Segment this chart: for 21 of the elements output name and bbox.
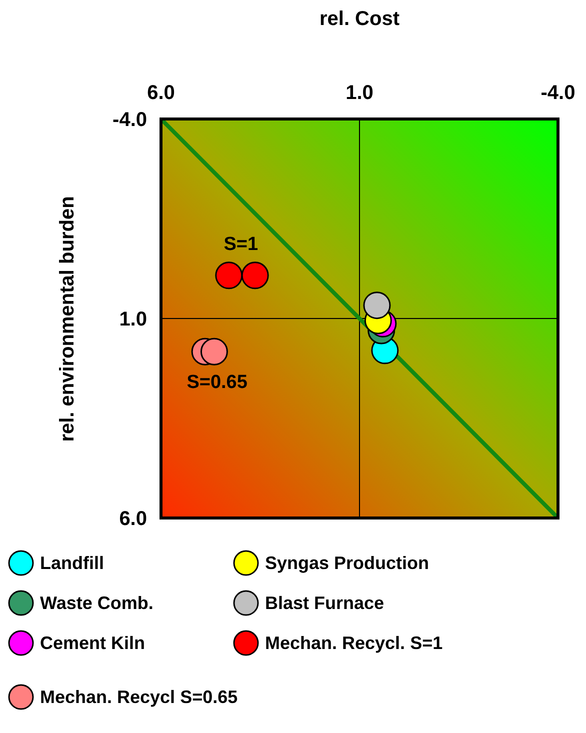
legend-label: Landfill [40, 552, 104, 574]
annotation: S=1 [224, 234, 258, 255]
legend-label: Waste Comb. [40, 592, 154, 614]
point [215, 262, 243, 290]
legend-label: Mechan. Recycl. S=1 [265, 632, 443, 654]
y-axis-title: rel. environmental burden [56, 196, 80, 442]
legend-label: Cement Kiln [40, 632, 146, 654]
x-axis-title: rel. Cost [318, 8, 401, 31]
y-tick-label: -4.0 [112, 109, 147, 132]
y-tick-label: 1.0 [119, 308, 147, 331]
point [363, 292, 391, 320]
y-tick-label: 6.0 [119, 508, 147, 530]
point [200, 338, 228, 366]
point [241, 262, 269, 290]
legend-label: Mechan. Recycl S=0.65 [40, 686, 238, 708]
legend-label: Syngas Production [265, 552, 430, 574]
x-tick-label: 6.0 [147, 82, 175, 104]
x-tick-label: 1.0 [346, 82, 374, 104]
annotation: S=0.65 [186, 372, 248, 394]
x-tick-label: -4.0 [540, 82, 576, 104]
legend-label: Blast Furnace [265, 592, 384, 614]
